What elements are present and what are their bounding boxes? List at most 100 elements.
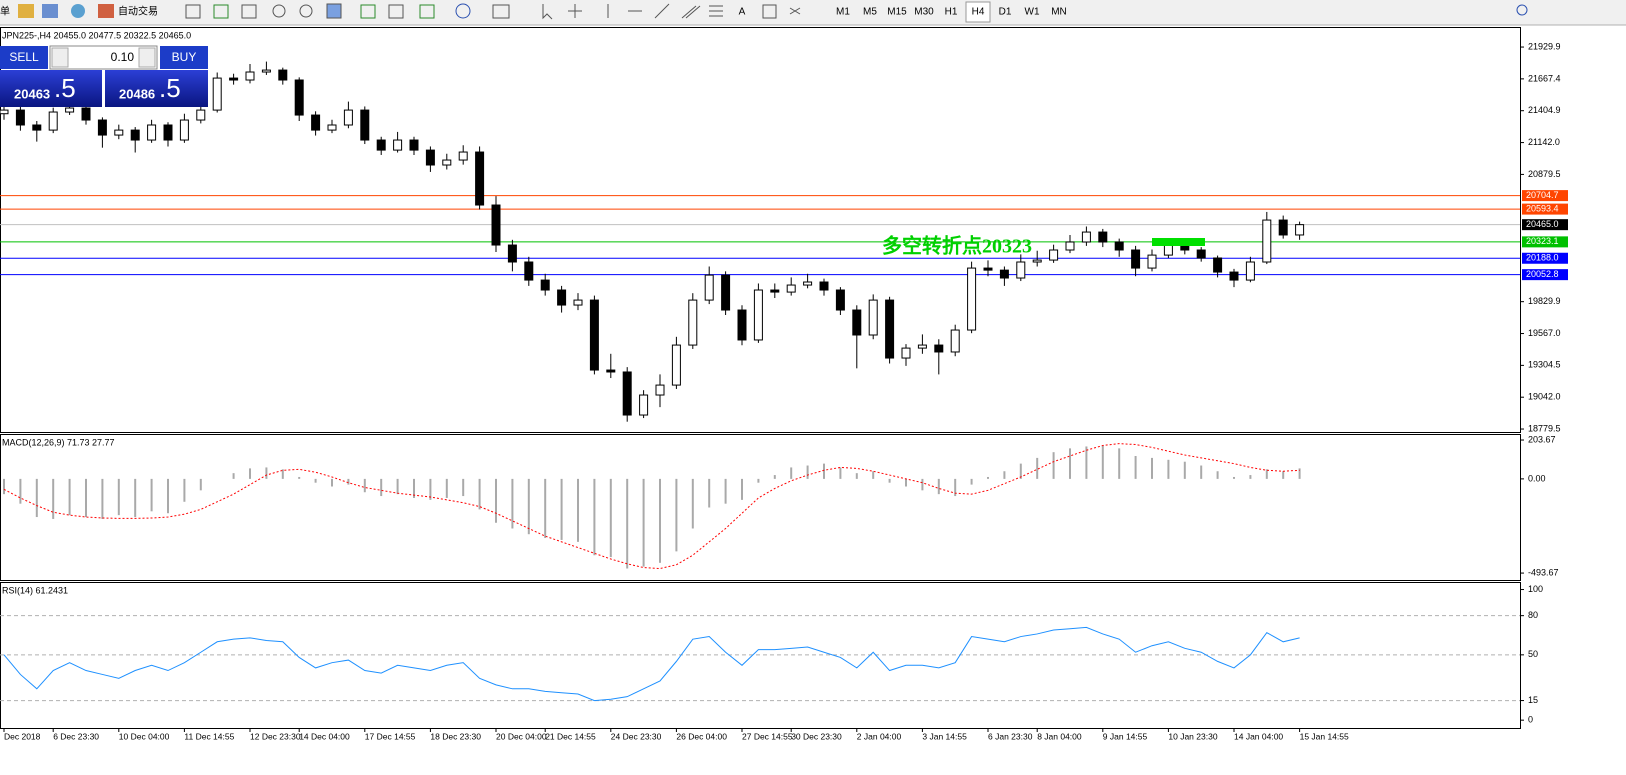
y-tick-label: 50 xyxy=(1528,649,1538,659)
trade-panel: SELL 0.10 BUY 20463 .5 20486 .5 xyxy=(0,45,208,107)
lot-up[interactable] xyxy=(138,47,156,68)
candle-body xyxy=(721,274,731,311)
candle-body xyxy=(32,124,42,131)
candle-body xyxy=(737,309,747,341)
ask-box[interactable] xyxy=(105,70,208,107)
icon[interactable] xyxy=(419,4,435,19)
timeframe[interactable]: M5 xyxy=(863,7,877,18)
icon[interactable] xyxy=(98,4,114,18)
level-label: 20323.1 xyxy=(1526,236,1559,246)
text-tool[interactable]: A xyxy=(739,7,746,18)
candle-body xyxy=(540,279,550,291)
candle-body xyxy=(376,139,386,151)
candle-body xyxy=(425,149,435,166)
icon[interactable] xyxy=(272,4,286,18)
candle-body xyxy=(999,269,1009,279)
x-tick-label: 21 Dec 14:55 xyxy=(545,731,596,741)
icon[interactable] xyxy=(568,4,582,18)
y-tick-label: 21404.9 xyxy=(1528,105,1561,115)
icon[interactable] xyxy=(360,4,376,19)
candle-body xyxy=(524,261,534,281)
lot-down[interactable] xyxy=(51,47,69,68)
auto-trading[interactable]: 自动交易 xyxy=(118,5,158,18)
y-tick-label: 80 xyxy=(1528,610,1538,620)
y-tick-label: 0.00 xyxy=(1528,473,1546,483)
toolbar: 单 自动交易 A M1 xyxy=(0,0,1626,26)
icon[interactable] xyxy=(654,3,670,19)
icon[interactable] xyxy=(789,7,801,15)
timeframe[interactable]: M30 xyxy=(914,7,934,18)
icon[interactable] xyxy=(18,4,34,18)
candle-body xyxy=(0,109,9,115)
candle-body xyxy=(278,69,288,81)
y-tick-label: 21667.4 xyxy=(1528,73,1561,83)
icon[interactable] xyxy=(762,4,777,19)
buy-label[interactable]: BUY xyxy=(172,50,197,64)
icon[interactable] xyxy=(326,3,342,19)
timeframe[interactable]: H4 xyxy=(972,7,985,18)
x-tick-label: 11 Dec 14:55 xyxy=(184,731,234,741)
candle-body xyxy=(1065,241,1075,251)
candle-body xyxy=(97,119,107,136)
icon[interactable] xyxy=(1516,4,1528,16)
icon[interactable] xyxy=(492,4,510,19)
bid-main[interactable]: 20463 xyxy=(14,86,50,101)
candle-body xyxy=(1229,271,1239,281)
x-tick-label: 30 Dec 23:30 xyxy=(791,731,842,741)
y-tick-label: 19567.0 xyxy=(1528,328,1561,338)
icon[interactable] xyxy=(185,4,201,19)
y-tick-label: 15 xyxy=(1528,695,1538,705)
candle-body xyxy=(147,124,157,141)
sell-label[interactable]: SELL xyxy=(9,50,39,64)
ask-fraction[interactable]: .5 xyxy=(159,73,181,103)
buy-button[interactable] xyxy=(160,46,208,69)
level-label: 20188.0 xyxy=(1526,253,1559,263)
candle-body xyxy=(835,289,845,311)
x-tick-label: 26 Dec 04:00 xyxy=(676,731,727,741)
candle-body xyxy=(819,281,829,291)
candle-body xyxy=(507,244,517,263)
bid-box[interactable] xyxy=(0,70,102,107)
menu-item[interactable]: 单 xyxy=(0,6,10,18)
candle-body xyxy=(917,344,927,349)
icon[interactable] xyxy=(241,4,257,19)
candle-body xyxy=(163,124,173,141)
timeframe[interactable]: D1 xyxy=(999,7,1012,18)
timeframe[interactable]: M1 xyxy=(836,7,850,18)
lot-value[interactable]: 0.10 xyxy=(111,50,135,64)
level-tag xyxy=(1522,269,1568,281)
x-tick-label: 20 Dec 04:00 xyxy=(496,731,547,741)
sell-button[interactable] xyxy=(0,46,48,69)
level-label: 20465.0 xyxy=(1526,219,1559,229)
x-tick-label: 9 Jan 14:55 xyxy=(1103,731,1148,741)
timeframe[interactable]: M15 xyxy=(887,7,907,18)
bid-fraction[interactable]: .5 xyxy=(54,73,76,103)
y-tick-label: 20879.5 xyxy=(1528,169,1561,179)
x-tick-label: 6 Dec 23:30 xyxy=(53,731,99,741)
candle-body xyxy=(1131,249,1141,269)
candle-body xyxy=(212,77,222,111)
icon[interactable] xyxy=(542,4,553,20)
macd-frame xyxy=(0,434,1521,581)
icon[interactable] xyxy=(709,5,723,17)
candle-body xyxy=(1278,219,1288,236)
timeframe[interactable]: H1 xyxy=(945,7,958,18)
level-label: 20593.4 xyxy=(1526,203,1559,213)
ask-main[interactable]: 20486 xyxy=(119,86,155,101)
candle-body xyxy=(1147,254,1157,269)
y-tick-label: -493.67 xyxy=(1528,567,1559,577)
timeframe[interactable]: MN xyxy=(1051,7,1067,18)
timeframe[interactable]: W1 xyxy=(1025,7,1040,18)
icon[interactable] xyxy=(42,4,58,18)
icon[interactable] xyxy=(71,4,85,18)
candle-body xyxy=(179,119,189,141)
icon[interactable] xyxy=(299,4,313,18)
candle-body xyxy=(950,329,960,353)
icon[interactable] xyxy=(213,4,229,19)
icon[interactable] xyxy=(455,3,471,19)
candle-body xyxy=(557,289,567,306)
lot-input[interactable] xyxy=(49,45,158,70)
icon[interactable] xyxy=(388,4,404,19)
candle-body xyxy=(1032,259,1042,263)
icon[interactable] xyxy=(681,5,701,19)
